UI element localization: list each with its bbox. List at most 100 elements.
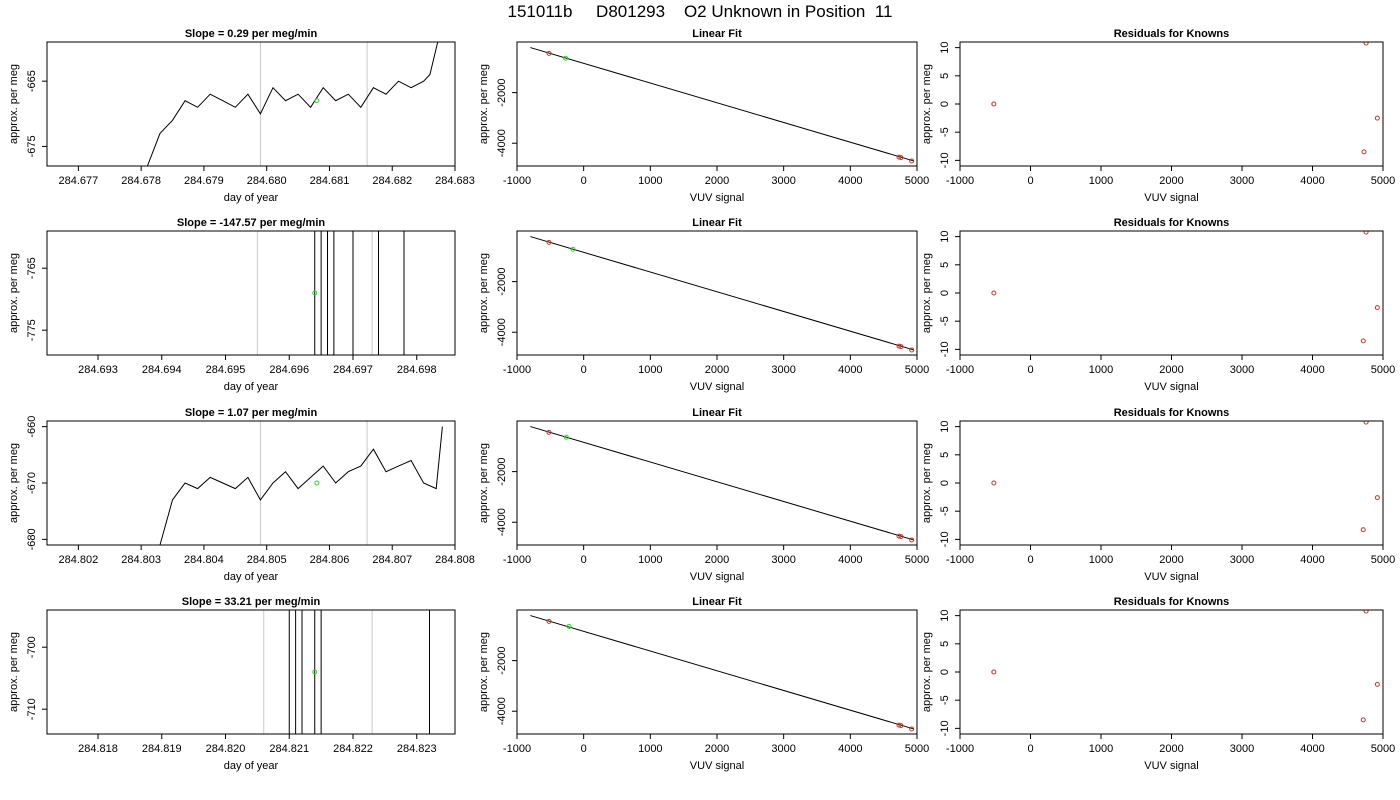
- panel-title: Slope = -147.57 per meg/min: [177, 217, 326, 229]
- x-tick-label: 4000: [1300, 175, 1324, 187]
- y-tick-label: -660: [26, 416, 38, 438]
- x-tick-label: -1000: [503, 554, 531, 566]
- x-tick-label: 0: [581, 364, 587, 376]
- x-tick-label: 5000: [1371, 364, 1395, 376]
- plot-frame: [516, 609, 918, 735]
- panel-6: Linear Fit -1000 0 1000 2000 3000 4000 5000 -200…: [478, 407, 929, 583]
- x-tick-label: 3000: [1230, 364, 1254, 376]
- x-axis-label: day of year: [224, 192, 279, 204]
- x-tick-label: 3000: [1230, 743, 1254, 755]
- x-axis-label: VUV signal: [690, 571, 744, 583]
- x-tick-label: 284.822: [333, 743, 373, 755]
- panel-11: Residuals for Knowns -1000 0 1000 2000 3000 40…: [921, 596, 1395, 772]
- panel-10: Residuals for Knowns -1000 0 1000 2000 3000 40…: [921, 407, 1395, 583]
- y-axis-label: approx. per meg: [921, 253, 933, 333]
- y-tick-label: 10: [939, 231, 951, 243]
- x-tick-label: -1000: [503, 175, 531, 187]
- x-tick-label: 284.678: [121, 175, 161, 187]
- trace-line: [159, 426, 443, 545]
- unknown-point: [570, 246, 576, 252]
- x-tick-label: 284.806: [310, 554, 350, 566]
- residual-point: [1363, 610, 1369, 614]
- plot-area: [991, 610, 1380, 723]
- panel-9: Residuals for Knowns -1000 0 1000 2000 3000 40…: [921, 217, 1395, 393]
- x-tick-label: 284.694: [142, 364, 182, 376]
- x-tick-label: 4000: [1300, 364, 1324, 376]
- y-tick-label: -765: [26, 257, 38, 279]
- residual-point: [991, 290, 997, 296]
- unknown-point: [566, 623, 572, 629]
- plot-area: [991, 421, 1380, 533]
- trace-line: [146, 42, 439, 166]
- plot-frame: [46, 41, 456, 167]
- known-point: [546, 239, 552, 245]
- x-tick-label: 2000: [1159, 175, 1183, 187]
- panel-2: Slope = 1.07 per meg/min 284.802 284.803 28…: [8, 407, 475, 583]
- x-tick-label: 2000: [1159, 554, 1183, 566]
- x-tick-label: -1000: [503, 743, 531, 755]
- x-tick-label: 284.818: [78, 743, 118, 755]
- x-tick-label: 284.696: [269, 364, 309, 376]
- x-axis-label: day of year: [224, 571, 279, 583]
- x-tick-label: 284.697: [333, 364, 373, 376]
- x-axis-label: day of year: [224, 760, 279, 772]
- x-tick-label: 284.680: [247, 175, 287, 187]
- x-tick-label: 284.823: [397, 743, 437, 755]
- known-point: [909, 347, 915, 353]
- panel-0: Slope = 0.29 per meg/min 284.677 284.678 28…: [8, 28, 475, 204]
- unknown-point: [312, 669, 318, 675]
- panel-title: Linear Fit: [692, 596, 742, 608]
- x-tick-label: 3000: [1230, 554, 1254, 566]
- plot-area: [530, 615, 915, 732]
- y-tick-label: -700: [26, 636, 38, 658]
- y-tick-label: -4000: [496, 318, 508, 346]
- x-tick-label: -1000: [946, 743, 974, 755]
- x-tick-label: 0: [581, 554, 587, 566]
- x-tick-label: 284.805: [247, 554, 287, 566]
- residual-point: [1360, 717, 1366, 723]
- x-tick-label: 284.693: [78, 364, 118, 376]
- x-tick-label: 1000: [1089, 554, 1113, 566]
- y-axis-label: approx. per meg: [8, 632, 20, 712]
- residual-point: [991, 101, 997, 107]
- x-axis-label: VUV signal: [1144, 760, 1198, 772]
- panel-title: Slope = 0.29 per meg/min: [185, 28, 318, 40]
- panel-title: Linear Fit: [692, 28, 742, 40]
- x-tick-label: 284.802: [59, 554, 99, 566]
- residual-point: [1360, 338, 1366, 344]
- x-tick-label: 0: [1027, 554, 1033, 566]
- residual-point: [1374, 681, 1380, 687]
- residual-point: [1360, 527, 1366, 533]
- x-tick-label: 1000: [1089, 743, 1113, 755]
- x-tick-label: 3000: [771, 175, 795, 187]
- panel-title: Linear Fit: [692, 407, 742, 419]
- y-tick-label: -5: [939, 316, 951, 326]
- y-tick-label: 5: [939, 641, 951, 647]
- residual-point: [1361, 149, 1367, 155]
- x-tick-label: 1000: [1089, 364, 1113, 376]
- plot-area: [159, 421, 443, 545]
- x-tick-label: 2000: [705, 364, 729, 376]
- unknown-point: [563, 434, 569, 440]
- y-axis-label: approx. per meg: [478, 443, 490, 523]
- x-tick-label: -1000: [946, 554, 974, 566]
- y-tick-label: -5: [939, 695, 951, 705]
- x-tick-label: 0: [581, 175, 587, 187]
- plot-area: [530, 426, 915, 543]
- y-tick-label: 0: [939, 480, 951, 486]
- x-axis-label: VUV signal: [690, 192, 744, 204]
- x-tick-label: 284.679: [184, 175, 224, 187]
- x-axis-label: VUV signal: [1144, 192, 1198, 204]
- y-tick-label: -2000: [496, 268, 508, 296]
- x-axis-label: day of year: [224, 381, 279, 393]
- panel-title: Residuals for Knowns: [1114, 596, 1230, 608]
- x-tick-label: 5000: [905, 743, 929, 755]
- plot-frame: [959, 41, 1384, 167]
- x-tick-label: 4000: [838, 743, 862, 755]
- y-tick-label: 0: [939, 290, 951, 296]
- x-tick-label: 2000: [1159, 364, 1183, 376]
- plot-area: [256, 231, 405, 355]
- y-tick-label: -775: [26, 319, 38, 341]
- x-tick-label: 5000: [905, 364, 929, 376]
- x-tick-label: 284.683: [435, 175, 475, 187]
